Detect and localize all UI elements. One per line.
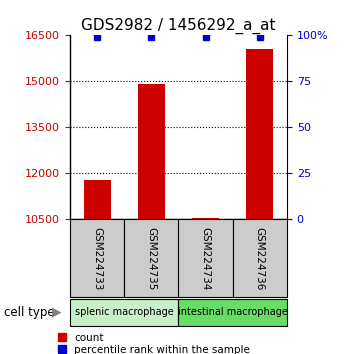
- Bar: [84, 180, 111, 219]
- Text: GSM224734: GSM224734: [201, 227, 211, 290]
- Legend: count, percentile rank within the sample: count, percentile rank within the sample: [58, 333, 250, 354]
- Text: GSM224735: GSM224735: [146, 227, 156, 290]
- Text: intestinal macrophage: intestinal macrophage: [178, 307, 288, 318]
- Text: GSM224736: GSM224736: [255, 227, 265, 290]
- Title: GDS2982 / 1456292_a_at: GDS2982 / 1456292_a_at: [81, 18, 276, 34]
- Bar: [233, 219, 287, 297]
- Text: splenic macrophage: splenic macrophage: [75, 307, 174, 318]
- Bar: [138, 84, 165, 219]
- Bar: [178, 299, 287, 326]
- Bar: [70, 219, 124, 297]
- Bar: [124, 219, 178, 297]
- Bar: [70, 299, 178, 326]
- Bar: [246, 49, 273, 219]
- Bar: [178, 219, 233, 297]
- Text: cell type: cell type: [4, 306, 54, 319]
- Bar: [192, 218, 219, 219]
- Text: ▶: ▶: [52, 306, 61, 319]
- Text: GSM224733: GSM224733: [92, 227, 102, 290]
